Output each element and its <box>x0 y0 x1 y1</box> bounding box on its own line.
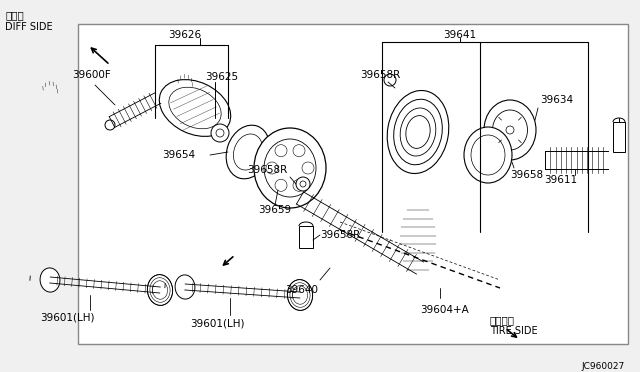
Ellipse shape <box>484 100 536 160</box>
Circle shape <box>300 181 306 187</box>
Ellipse shape <box>159 80 230 137</box>
Text: タイヤ側: タイヤ側 <box>490 315 515 325</box>
Ellipse shape <box>400 108 436 156</box>
Text: JC960027: JC960027 <box>582 362 625 371</box>
Ellipse shape <box>464 127 512 183</box>
Text: 39659: 39659 <box>258 205 291 215</box>
Ellipse shape <box>406 116 430 148</box>
Circle shape <box>506 126 514 134</box>
Bar <box>613 122 625 152</box>
Text: 39640: 39640 <box>285 285 318 295</box>
Bar <box>299 226 313 248</box>
Text: 39654: 39654 <box>162 150 195 160</box>
Text: 39634: 39634 <box>540 95 573 105</box>
Text: 39658R: 39658R <box>360 70 400 80</box>
Text: 39658R: 39658R <box>247 165 287 175</box>
Ellipse shape <box>175 275 195 299</box>
Text: 39626: 39626 <box>168 30 202 40</box>
Ellipse shape <box>287 280 312 310</box>
Text: 39600F: 39600F <box>72 70 111 80</box>
Text: 39641: 39641 <box>444 30 477 40</box>
Text: 39658R: 39658R <box>320 230 360 240</box>
Text: 39611: 39611 <box>544 175 577 185</box>
Text: 39601(LH): 39601(LH) <box>40 313 95 323</box>
Text: デフ側: デフ側 <box>5 10 24 20</box>
Circle shape <box>296 177 310 191</box>
Ellipse shape <box>254 128 326 208</box>
Circle shape <box>384 74 396 86</box>
Bar <box>78 24 628 344</box>
Text: 39601(LH): 39601(LH) <box>190 318 244 328</box>
Ellipse shape <box>387 90 449 173</box>
Circle shape <box>105 120 115 130</box>
Circle shape <box>211 124 229 142</box>
Text: 39604+A: 39604+A <box>420 305 468 315</box>
Text: 39625: 39625 <box>205 72 238 82</box>
Ellipse shape <box>226 125 270 179</box>
Circle shape <box>216 129 224 137</box>
Text: 39658: 39658 <box>510 170 543 180</box>
Text: TIRE SIDE: TIRE SIDE <box>490 326 538 336</box>
Ellipse shape <box>394 99 442 165</box>
Text: DIFF SIDE: DIFF SIDE <box>5 22 52 32</box>
Ellipse shape <box>40 268 60 292</box>
Ellipse shape <box>147 275 173 305</box>
